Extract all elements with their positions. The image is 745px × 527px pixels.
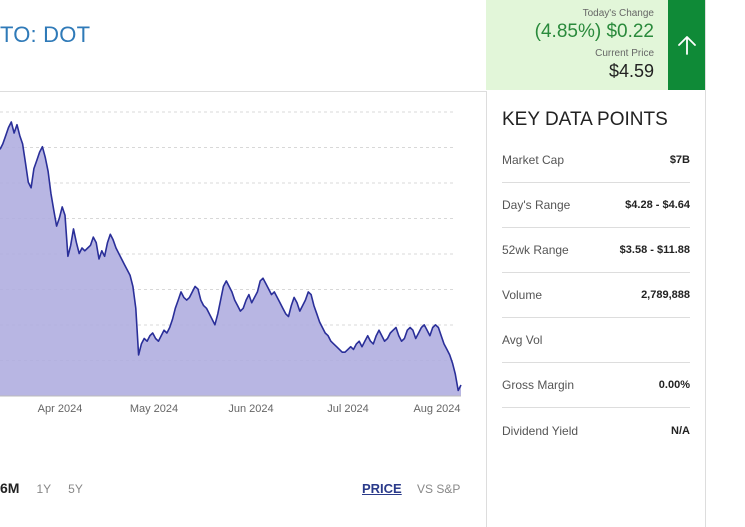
price-direction-indicator — [668, 0, 705, 90]
key-data-value: $3.58 - $11.88 — [619, 244, 690, 256]
range-tab-5y[interactable]: 5Y — [68, 482, 83, 496]
current-price-label: Current Price — [595, 48, 654, 59]
key-data-label: 52wk Range — [502, 243, 569, 257]
key-data-label: Volume — [502, 288, 543, 302]
arrow-up-icon — [677, 36, 696, 55]
key-data-label: Day's Range — [502, 198, 571, 212]
key-data-value: $7B — [669, 154, 690, 166]
price-line — [0, 121, 462, 392]
key-data-label: Avg Vol — [502, 333, 543, 347]
range-tab-1y[interactable]: 1Y — [36, 482, 52, 496]
x-tick-label: Apr 2024 — [38, 403, 83, 415]
key-data-row: Avg Vol — [502, 318, 690, 363]
page-title: TO: DOT — [0, 22, 91, 47]
key-data-value: N/A — [671, 424, 690, 437]
key-data-label: Gross Margin — [502, 378, 575, 392]
key-data-row: Market Cap $7B — [502, 138, 690, 183]
key-data-list: Market Cap $7B Day's Range $4.28 - $4.64… — [502, 138, 690, 453]
key-data-row: 52wk Range $3.58 - $11.88 — [502, 228, 690, 273]
x-tick-label: May 2024 — [130, 403, 178, 415]
range-tabs: 6M 1Y 5Y — [0, 480, 100, 496]
key-data-label: Dividend Yield — [502, 423, 579, 438]
key-data-value: 0.00% — [658, 379, 690, 391]
header-divider — [0, 91, 486, 92]
price-area-fill — [0, 122, 461, 396]
todays-change-value: (4.85%) $0.22 — [534, 21, 654, 42]
x-tick-label: Aug 2024 — [413, 403, 460, 415]
current-price-value: $4.59 — [608, 61, 654, 81]
key-data-title: KEY DATA POINTS — [502, 109, 668, 130]
mode-tab-price[interactable]: PRICE — [362, 481, 402, 496]
todays-change-label: Today's Change — [582, 8, 654, 19]
price-chart[interactable]: Apr 2024 May 2024 Jun 2024 Jul 2024 Aug … — [0, 92, 486, 432]
key-data-row: Day's Range $4.28 - $4.64 — [502, 183, 690, 228]
key-data-row: Dividend Yield N/A — [502, 408, 690, 453]
range-tab-6m[interactable]: 6M — [0, 480, 20, 496]
key-data-value: 2,789,888 — [641, 289, 690, 301]
panel-right-edge — [705, 0, 706, 527]
key-data-value: $4.28 - $4.64 — [625, 199, 690, 211]
panel-divider — [486, 91, 487, 527]
price-chart-svg: Apr 2024 May 2024 Jun 2024 Jul 2024 Aug … — [0, 111, 462, 415]
x-tick-label: Jun 2024 — [228, 403, 273, 415]
key-data-label: Market Cap — [502, 153, 565, 167]
mode-tab-vs-sp[interactable]: VS S&P — [417, 482, 461, 496]
x-tick-label: Jul 2024 — [327, 403, 369, 415]
key-data-row: Gross Margin 0.00% — [502, 363, 690, 408]
todays-change-panel: Today's Change (4.85%) $0.22 Current Pri… — [486, 0, 668, 90]
key-data-row: Volume 2,789,888 — [502, 273, 690, 318]
